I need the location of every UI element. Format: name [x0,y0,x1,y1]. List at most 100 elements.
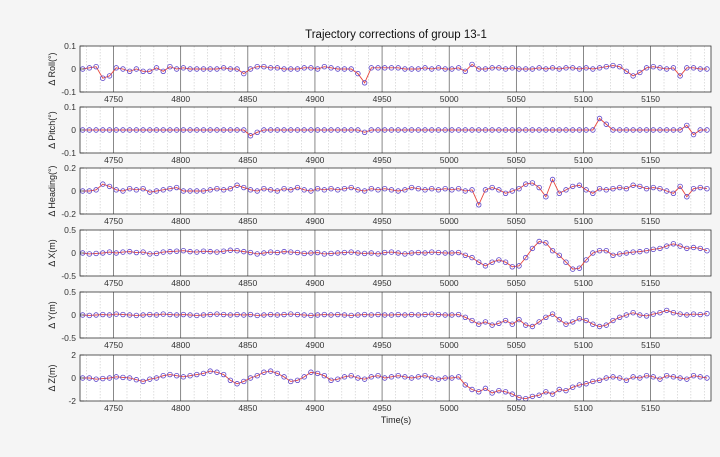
data-point [214,369,220,375]
data-point [570,384,576,390]
data-point [113,250,119,256]
data-point [435,187,442,193]
data-point [100,181,106,187]
x-tick-label: 5100 [574,278,593,288]
data-point [476,321,482,327]
data-point [643,247,650,254]
data-point [536,184,542,191]
data-point [348,249,354,255]
data-point [469,386,475,393]
data-point [543,66,549,72]
data-point [489,127,495,133]
data-point [133,187,140,193]
data-point [590,378,596,385]
data-point [93,376,99,382]
x-tick-label: 4950 [373,155,392,165]
data-point [113,187,119,193]
data-point [449,375,455,381]
data-point [355,127,361,133]
data-point [113,374,119,380]
data-point [476,127,482,133]
data-point [200,248,207,254]
data-point [576,66,583,72]
x-tick-label: 5000 [440,278,459,288]
data-point [590,190,596,196]
data-point [388,249,395,255]
data-point [100,127,106,133]
data-point [355,250,361,256]
data-point [422,311,428,318]
y-tick-label: -2 [68,396,76,406]
y-tick-label: 0 [71,248,76,258]
data-point [106,183,113,190]
data-point [281,127,287,133]
data-point [556,190,562,196]
data-point [294,66,301,72]
data-point [677,375,683,381]
data-point [697,127,703,133]
data-point [529,180,536,186]
x-tick-label: 4900 [305,216,324,226]
y-tick-label: 0 [71,64,76,74]
data-point [536,238,542,245]
data-point [435,127,442,133]
data-point [402,374,408,380]
data-point [536,65,542,71]
data-point [523,254,529,261]
data-point [603,187,609,193]
data-point [382,127,388,133]
data-point [697,311,703,318]
data-point [200,312,207,318]
data-point [576,127,583,133]
data-point [523,127,529,133]
data-point [704,247,710,254]
subplot-1: -0.1 0 0.1 4750 4800 4850 4900 4950 5000 5050 5100… [47,41,712,104]
data-point [603,247,609,254]
data-point [113,311,119,317]
data-point [133,127,140,133]
data-point [610,127,616,133]
data-point [241,312,247,318]
data-point [610,62,616,69]
data-point [543,240,549,246]
data-point [140,378,146,385]
data-point [167,371,173,378]
data-point [637,312,643,318]
subplot-2: -0.1 0 0.1 4750 4800 4850 4900 4950 5000 5050 5100… [47,102,712,165]
subplot-4: -0.5 0 0.5 4750 4800 4850 4900 4950 5000 5050 5100… [47,225,712,288]
data-point [234,311,240,318]
data-point [220,187,227,193]
data-point [570,266,576,272]
data-point [100,75,106,81]
data-point [180,247,187,254]
data-point [173,66,180,72]
data-point [86,188,93,194]
data-point [563,321,569,327]
data-point [200,188,207,194]
y-tick-label: 0.5 [64,287,76,297]
data-point [194,188,200,194]
data-point [375,187,381,193]
data-point [274,127,281,133]
data-point [207,187,213,193]
x-tick-label: 4800 [171,278,190,288]
data-point [281,66,287,72]
data-point [194,127,200,133]
x-tick-label: 4850 [238,94,257,104]
data-point [677,73,683,79]
data-point [684,194,690,200]
y-tick-label: 0.5 [64,225,76,235]
data-point [469,187,475,193]
y-tick-label: 0 [71,373,76,383]
data-point [234,127,240,133]
data-point [241,378,247,385]
data-point [355,70,361,77]
x-tick-label: 5150 [641,340,660,350]
data-point [147,68,153,74]
data-point [570,319,576,325]
x-tick-label: 4950 [373,216,392,226]
data-point [167,311,173,318]
subplot-3: -0.2 0 0.2 4750 4800 4850 4900 4950 5000 5050 5100… [47,163,712,226]
data-point [529,245,536,252]
x-tick-label: 4950 [373,94,392,104]
